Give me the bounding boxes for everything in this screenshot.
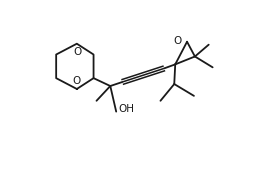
Text: O: O — [173, 36, 181, 46]
Text: O: O — [74, 47, 82, 57]
Text: O: O — [73, 76, 81, 86]
Text: OH: OH — [118, 104, 134, 114]
